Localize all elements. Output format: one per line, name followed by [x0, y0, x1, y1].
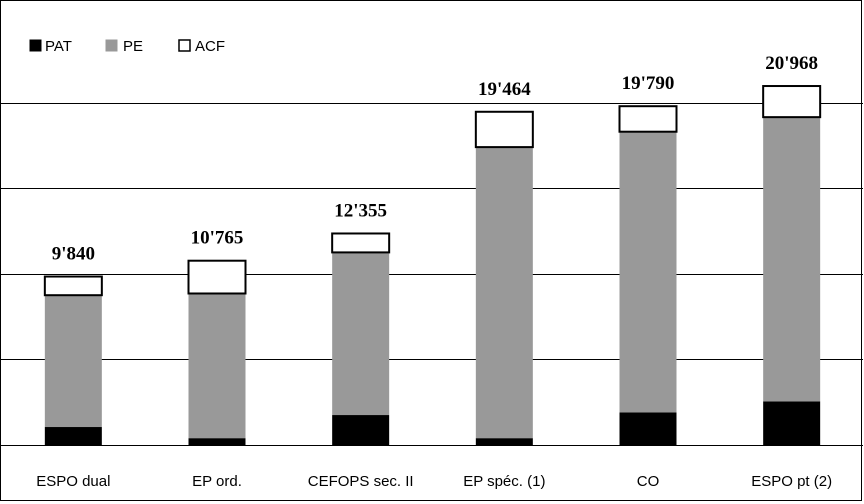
category-label-3: EP spéc. (1) — [463, 473, 545, 490]
bar-pat-3 — [475, 438, 533, 445]
total-label-2: 12'355 — [334, 200, 387, 221]
bar-pe-2 — [332, 252, 390, 416]
legend: PAT PE ACF — [29, 38, 225, 55]
legend-label-pe: PE — [123, 38, 143, 55]
gridlines — [1, 103, 863, 446]
category-label-2: CEFOPS sec. II — [308, 473, 414, 490]
bar-acf-4 — [618, 105, 678, 133]
total-label-0: 9'840 — [52, 244, 95, 265]
bar-pe-1 — [188, 293, 246, 439]
bar-acf-5 — [762, 85, 822, 119]
legend-label-acf: ACF — [195, 38, 225, 55]
category-label-0: ESPO dual — [36, 473, 110, 490]
bar-acf-2 — [331, 232, 391, 254]
bar-pat-0 — [44, 427, 102, 445]
bar-pe-0 — [44, 295, 102, 428]
bar-pe-3 — [475, 147, 533, 439]
bar-acf-0 — [43, 275, 103, 297]
category-label-4: CO — [637, 473, 660, 490]
bars — [43, 85, 822, 445]
legend-swatch-acf — [178, 39, 191, 52]
category-label-5: ESPO pt (2) — [751, 473, 832, 490]
category-labels: ESPO dual EP ord. CEFOPS sec. II EP spéc. (… — [36, 473, 832, 490]
total-label-5: 20'968 — [765, 53, 818, 74]
legend-label-pat: PAT — [45, 38, 72, 55]
bar-pe-5 — [763, 117, 821, 402]
bar-acf-3 — [474, 110, 534, 149]
bar-pat-1 — [188, 438, 246, 445]
bar-pat-5 — [763, 401, 821, 445]
legend-swatch-pat — [29, 39, 42, 52]
category-label-1: EP ord. — [192, 473, 242, 490]
total-label-1: 10'765 — [191, 228, 244, 249]
bar-pe-4 — [619, 131, 677, 413]
legend-swatch-pe — [105, 39, 118, 52]
total-label-4: 19'790 — [622, 73, 675, 94]
total-label-3: 19'464 — [478, 79, 531, 100]
total-labels: 9'840 10'765 12'355 19'464 19'790 20'968 — [52, 53, 818, 265]
bar-acf-1 — [187, 259, 247, 295]
bar-pat-2 — [332, 415, 390, 445]
bar-pat-4 — [619, 412, 677, 445]
